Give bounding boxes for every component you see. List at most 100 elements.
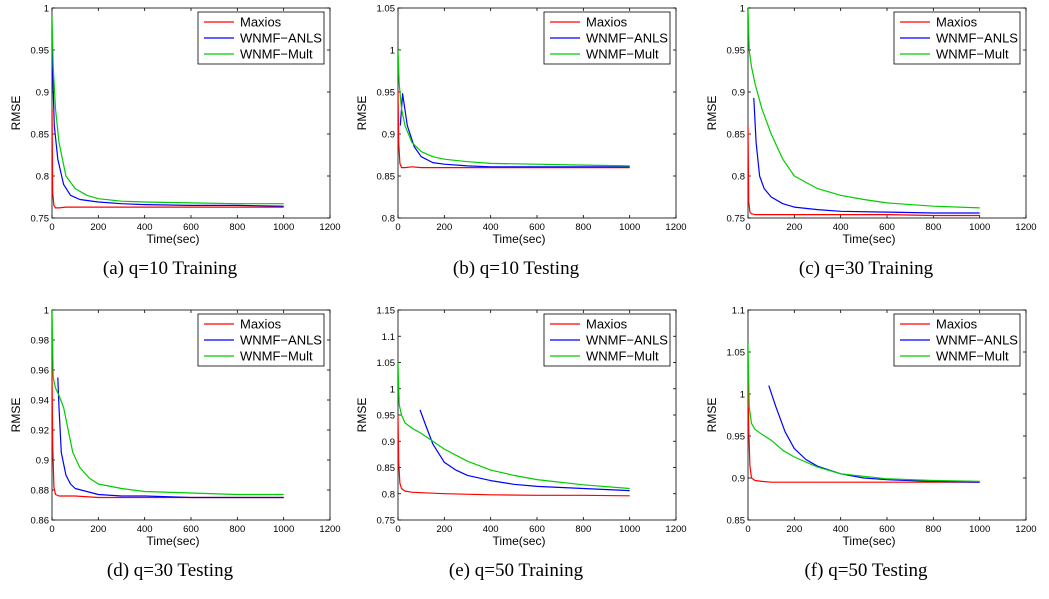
chart-panel: 0 200 400 600 800 1000 1200 0.75 0.8 0.85 0.9 0.95 1…	[0, 0, 341, 297]
legend-label: WNMF−ANLS	[936, 333, 1018, 348]
y-tick-label: 1	[44, 306, 49, 317]
legend-label: WNMF−Mult	[240, 47, 313, 62]
x-tick-label: 1000	[619, 524, 640, 535]
chart-svg: 0 200 400 600 800 1000 1200 0.75 0.8 0.85 0.9 0.95 1…	[355, 306, 687, 549]
y-tick-label: 1.05	[377, 4, 396, 15]
y-tick-label: 0.8	[732, 172, 745, 183]
y-tick-label: 0.95	[727, 46, 746, 57]
y-tick-label: 1.1	[382, 332, 395, 343]
x-axis-title: Time(sec)	[493, 232, 546, 246]
x-tick-label: 1200	[319, 222, 340, 233]
chart-caption: (a) q=10 Training	[102, 258, 238, 279]
series-line	[52, 310, 284, 496]
y-tick-label: 0.85	[377, 172, 396, 183]
x-tick-label: 0	[395, 222, 400, 233]
y-axis-title: RMSE	[355, 398, 369, 433]
x-tick-label: 200	[786, 222, 802, 233]
series-line	[52, 16, 284, 205]
legend-label: Maxios	[240, 317, 282, 332]
y-tick-label: 0.85	[727, 130, 746, 141]
chart-panel: 0 200 400 600 800 1000 1200 0.75 0.8 0.85 0.9 0.95 1…	[346, 302, 687, 599]
x-tick-label: 0	[745, 524, 750, 535]
y-tick-label: 0.75	[377, 516, 396, 527]
y-tick-label: 0.98	[31, 336, 50, 347]
series-line	[768, 385, 980, 483]
series-group	[52, 310, 284, 499]
y-tick-label: 0.95	[31, 46, 50, 57]
chart-svg: 0 200 400 600 800 1000 1200 0.75 0.8 0.85 0.9 0.95 1…	[705, 4, 1037, 247]
series-line	[52, 108, 284, 209]
legend-label: WNMF−ANLS	[586, 333, 668, 348]
y-tick-label: 0.94	[31, 396, 50, 407]
y-tick-label: 1	[390, 46, 395, 57]
x-tick-label: 200	[90, 222, 106, 233]
x-tick-label: 0	[49, 524, 54, 535]
x-tick-label: 1000	[273, 222, 294, 233]
y-tick-label: 0.95	[377, 88, 396, 99]
series-line	[399, 93, 630, 168]
x-tick-label: 400	[483, 222, 499, 233]
x-tick-label: 1000	[969, 524, 990, 535]
x-axis-title: Time(sec)	[843, 232, 896, 246]
chart-caption: (c) q=30 Training	[798, 258, 934, 279]
series-line	[398, 414, 630, 497]
y-axis-title: RMSE	[355, 96, 369, 131]
chart-svg: 0 200 400 600 800 1000 1200 0.75 0.8 0.85 0.9 0.95 1…	[9, 4, 341, 247]
legend-label: WNMF−ANLS	[240, 333, 322, 348]
x-tick-label: 400	[137, 524, 153, 535]
x-tick-label: 800	[229, 222, 245, 233]
y-tick-label: 0.9	[732, 474, 745, 485]
chart-panel: 0 200 400 600 800 1000 1200 0.8 0.85 0.9 0.95 1 1.05…	[346, 0, 687, 297]
series-line	[52, 49, 284, 207]
series-line	[748, 368, 980, 483]
x-tick-label: 800	[925, 222, 941, 233]
legend-label: WNMF−Mult	[936, 349, 1009, 364]
y-tick-label: 0.75	[727, 214, 746, 225]
x-tick-label: 1200	[665, 222, 686, 233]
y-axis-title: RMSE	[9, 398, 23, 433]
series-line	[748, 125, 980, 217]
x-tick-label: 800	[575, 222, 591, 233]
legend-label: WNMF−ANLS	[936, 31, 1018, 46]
y-tick-label: 0.85	[727, 516, 746, 527]
y-tick-label: 0.75	[31, 214, 50, 225]
x-tick-label: 1000	[969, 222, 990, 233]
x-tick-label: 200	[436, 222, 452, 233]
y-tick-label: 0.96	[31, 366, 50, 377]
y-tick-label: 0.9	[382, 437, 395, 448]
chart-svg: 0 200 400 600 800 1000 1200 0.86 0.88 0.9 0.92 0.94…	[9, 306, 341, 549]
x-tick-label: 600	[879, 524, 895, 535]
y-tick-label: 1.1	[732, 306, 745, 317]
x-tick-label: 0	[745, 222, 750, 233]
series-line	[398, 362, 630, 490]
chart-svg: 0 200 400 600 800 1000 1200 0.8 0.85 0.9 0.95 1 1.05…	[355, 4, 687, 247]
y-tick-label: 1.05	[377, 358, 396, 369]
y-tick-label: 0.92	[31, 426, 50, 437]
y-tick-label: 0.8	[382, 214, 395, 225]
x-tick-label: 0	[395, 524, 400, 535]
x-tick-label: 400	[483, 524, 499, 535]
y-tick-label: 0.85	[31, 130, 50, 141]
y-tick-label: 0.85	[377, 463, 396, 474]
series-line	[753, 97, 980, 214]
legend-label: Maxios	[936, 317, 978, 332]
y-tick-label: 0.95	[727, 432, 746, 443]
series-group	[52, 16, 284, 209]
chart-panel: 0 200 400 600 800 1000 1200 0.85 0.9 0.95 1 1.05 1.1…	[696, 302, 1037, 599]
y-tick-label: 0.88	[31, 486, 50, 497]
y-tick-label: 0.8	[382, 489, 395, 500]
legend-label: Maxios	[586, 317, 628, 332]
x-tick-label: 400	[137, 222, 153, 233]
series-line	[419, 409, 630, 492]
legend-label: WNMF−Mult	[936, 47, 1009, 62]
x-tick-label: 1200	[1015, 524, 1036, 535]
y-axis-title: RMSE	[9, 96, 23, 131]
chart-caption: (e) q=50 Training	[448, 560, 584, 581]
y-tick-label: 1	[740, 4, 745, 15]
legend-label: Maxios	[586, 15, 628, 30]
x-tick-label: 800	[575, 524, 591, 535]
x-tick-label: 600	[529, 524, 545, 535]
x-tick-label: 200	[436, 524, 452, 535]
y-axis-title: RMSE	[705, 96, 719, 131]
